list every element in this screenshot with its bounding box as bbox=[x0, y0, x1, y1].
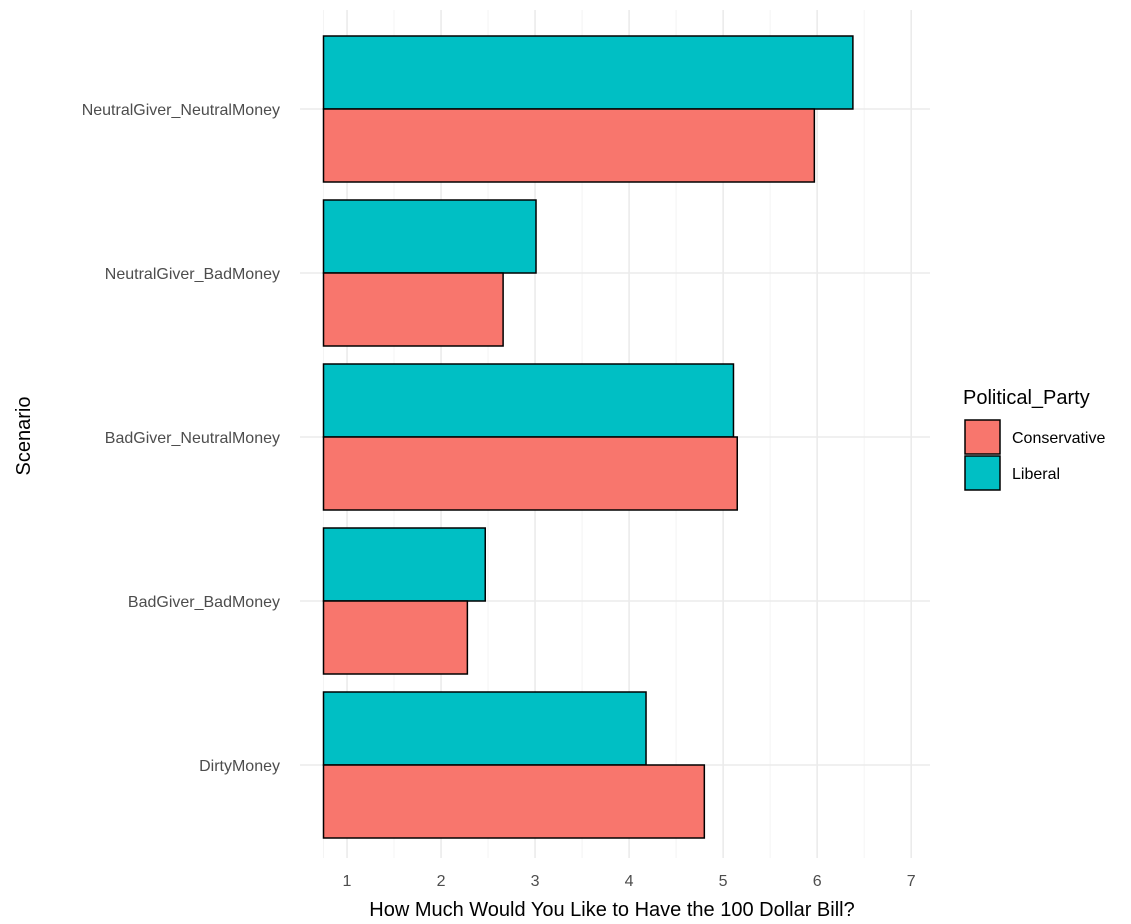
x-tick-labels: 1 2 3 4 5 6 7 bbox=[343, 873, 916, 890]
y-tick-label: DirtyMoney bbox=[199, 758, 280, 775]
x-tick-label: 2 bbox=[437, 873, 446, 890]
legend-key bbox=[964, 419, 1001, 455]
y-tick-label: NeutralGiver_NeutralMoney bbox=[82, 102, 280, 119]
legend-key bbox=[964, 455, 1001, 491]
bar-liberal bbox=[322, 363, 735, 438]
bar-conservative bbox=[322, 108, 816, 183]
legend-entries: Conservative Liberal bbox=[964, 419, 1105, 491]
bar-liberal bbox=[322, 691, 647, 766]
y-tick-labels: NeutralGiver_NeutralMoney NeutralGiver_Ba… bbox=[82, 102, 280, 775]
legend-label: Conservative bbox=[1012, 430, 1105, 447]
legend-title: Political_Party bbox=[963, 387, 1090, 409]
y-tick-label: BadGiver_NeutralMoney bbox=[105, 430, 280, 447]
bars bbox=[322, 35, 854, 839]
bar-conservative bbox=[322, 436, 738, 511]
x-tick-label: 7 bbox=[907, 873, 916, 890]
bar-conservative bbox=[322, 272, 504, 347]
x-tick-label: 5 bbox=[719, 873, 728, 890]
x-tick-label: 6 bbox=[813, 873, 822, 890]
legend: Political_Party Conservative Liberal bbox=[963, 387, 1105, 491]
legend-label: Liberal bbox=[1012, 466, 1060, 483]
x-axis-title: How Much Would You Like to Have the 100 … bbox=[369, 899, 854, 921]
y-tick-label: BadGiver_BadMoney bbox=[128, 594, 280, 611]
bar-conservative bbox=[322, 600, 469, 675]
bar-liberal bbox=[322, 527, 486, 602]
bar-liberal bbox=[322, 199, 537, 274]
x-tick-label: 1 bbox=[343, 873, 352, 890]
y-tick-label: NeutralGiver_BadMoney bbox=[105, 266, 280, 283]
x-tick-label: 4 bbox=[625, 873, 634, 890]
x-tick-label: 3 bbox=[531, 873, 540, 890]
bar-conservative bbox=[322, 764, 706, 839]
bar-liberal bbox=[322, 35, 854, 110]
y-axis-title: Scenario bbox=[13, 397, 35, 476]
